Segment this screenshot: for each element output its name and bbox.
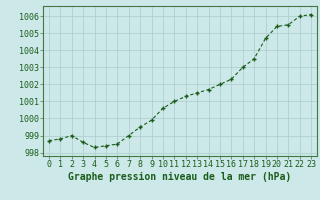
X-axis label: Graphe pression niveau de la mer (hPa): Graphe pression niveau de la mer (hPa) [68, 172, 292, 182]
